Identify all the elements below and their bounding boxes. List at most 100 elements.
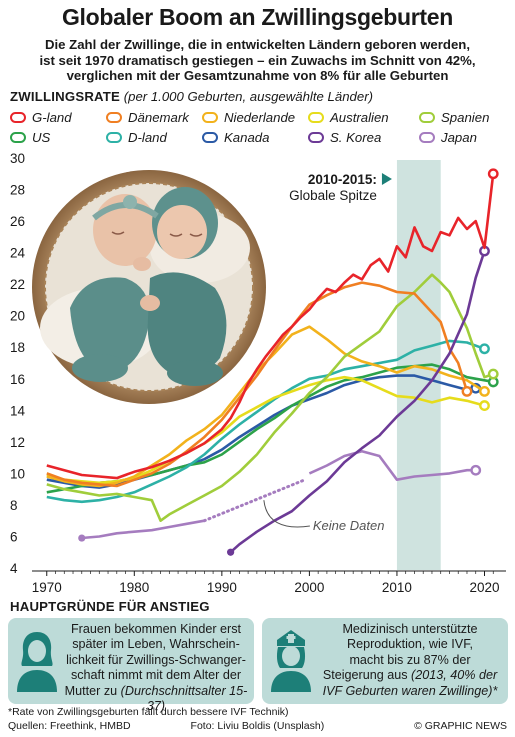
reason-line: IVF Geburten waren Zwillinge)* <box>318 684 502 699</box>
annotations-group: 2010-2015:Globale Spitze Keine Daten <box>263 172 392 533</box>
reason-line-italic: IVF Geburten waren Zwillinge)* <box>322 683 498 698</box>
legend-label: Spanien <box>441 110 490 125</box>
legend-label: G-land <box>32 110 72 125</box>
reason-line-plain: Steigerung aus <box>322 668 412 683</box>
page-title: Globaler Boom an Zwillingsgeburten <box>61 4 454 30</box>
series-end-point-dland <box>479 343 490 355</box>
series-end-point-gland <box>487 168 499 180</box>
copyright-credit: © GRAPHIC NEWS <box>414 720 507 732</box>
x-tick-label: 2020 <box>469 580 499 595</box>
chart-legend: G-land Dänemark Niederlande Australien Spani… <box>10 110 515 150</box>
highlight-label-bold: 2010-2015: <box>308 172 377 187</box>
x-tick-label: 2000 <box>294 580 324 595</box>
y-tick-label: 16 <box>10 372 25 387</box>
y-tick-label: 18 <box>10 340 25 355</box>
series-line-spanien <box>46 273 494 522</box>
series-line-japan <box>81 519 205 540</box>
legend-swatch <box>202 132 218 143</box>
legend-swatch <box>106 132 122 143</box>
woman-icon <box>17 632 57 692</box>
x-tick-label: 1980 <box>119 580 149 595</box>
legend-item: Kanada <box>202 130 269 145</box>
legend-item: US <box>10 130 50 145</box>
x-tick-label: 1970 <box>32 580 62 595</box>
legend-item: D-land <box>106 130 167 145</box>
y-tick-label: 28 <box>10 183 25 198</box>
subtitle-line: ist seit 1970 dramatisch gestiegen – ein… <box>39 52 476 68</box>
twin-babies-photo <box>30 168 268 406</box>
footnote: *Rate von Zwillingsgeburten fällt durch … <box>8 706 289 718</box>
legend-item: Spanien <box>419 110 489 125</box>
series-gap-japan <box>202 478 307 523</box>
photo-credit: Foto: Liviu Boldis (Unsplash) <box>190 720 325 732</box>
legend-label: Australien <box>330 110 389 125</box>
legend-label: Niederlande <box>224 110 296 125</box>
series-end-point-dnemark <box>461 385 473 397</box>
series-end-point-australien <box>479 400 490 411</box>
y-tick-label: 30 <box>10 151 25 166</box>
x-tick-label: 2010 <box>382 580 412 595</box>
legend-item: Dänemark <box>106 110 189 125</box>
reason-text-ivf: Medizinisch unterstützte Reproduktion, w… <box>318 622 502 699</box>
series-start-point-japan <box>78 534 86 542</box>
y-tick-label: 26 <box>10 214 25 229</box>
sources-text: Quellen: Freethink, HMBD <box>8 720 131 732</box>
y-tick-label: 4 <box>10 561 18 576</box>
reason-panel-age: Frauen bekommen Kinder erst später im Le… <box>8 618 254 713</box>
legend-swatch <box>308 132 324 143</box>
no-data-leader <box>263 500 310 528</box>
no-data-label: Keine Daten <box>313 518 385 533</box>
legend-label: D-land <box>128 130 167 145</box>
legend-swatch <box>10 132 26 143</box>
legend-item: Australien <box>308 110 389 125</box>
y-tick-label: 8 <box>10 498 18 513</box>
series-end-point-japan <box>470 464 482 476</box>
legend-swatch <box>202 112 218 123</box>
subtitle-line: Die Zahl der Zwillinge, die in entwickel… <box>44 37 470 52</box>
legend-item: Japan <box>419 130 477 145</box>
reason-panel-ivf: Medizinisch unterstützte Reproduktion, w… <box>262 618 508 704</box>
reason-line-italic: (Durchschnittsalter 15-37) <box>120 683 248 714</box>
legend-item: S. Korea <box>308 130 381 145</box>
reason-line-plain: Mutter zu <box>64 683 121 698</box>
reason-line: lichkeit für Zwillings-Schwanger- <box>66 652 246 667</box>
y-tick-label: 10 <box>10 466 25 481</box>
reason-text-age: Frauen bekommen Kinder erst später im Le… <box>64 622 248 714</box>
legend-label: Kanada <box>224 130 270 145</box>
series-end-point-niederlande <box>479 385 490 397</box>
series-line-gland <box>46 173 495 480</box>
y-tick-label: 24 <box>10 246 26 261</box>
chart-ylabel-italic: (per 1.000 Geburten, ausgewählte Länder) <box>123 89 373 104</box>
nurse-icon <box>271 630 311 692</box>
series-start-point-skorea <box>227 548 235 556</box>
reason-line: Frauen bekommen Kinder erst <box>70 622 242 636</box>
reason-line: Mutter zu (Durchschnittsalter 15-37) <box>64 684 248 715</box>
legend-label: S. Korea <box>330 130 382 145</box>
legend-item: Niederlande <box>202 110 295 125</box>
legend-swatch <box>10 112 26 123</box>
legend-swatch <box>419 112 435 123</box>
sources: Quellen: Freethink, HMBD Foto: Liviu Bold… <box>8 720 324 732</box>
x-tick-label: 1990 <box>207 580 237 595</box>
reasons-title: HAUPTGRÜNDE FÜR ANSTIEG <box>10 599 210 614</box>
series-line-japan <box>308 450 476 481</box>
legend-label: Japan <box>441 130 477 145</box>
legend-label: US <box>32 130 51 145</box>
y-tick-label: 22 <box>10 277 25 292</box>
series-line-skorea <box>229 250 486 554</box>
y-tick-label: 20 <box>10 309 25 324</box>
reason-line: Reproduktion, wie IVF, <box>347 637 473 652</box>
highlight-label: Globale Spitze <box>289 188 377 203</box>
axes-group: 4 6 8 10 12 14 16 18 20 22 24 26 28 30 1970 1980 1990 200… <box>10 151 506 595</box>
series-group <box>46 168 499 556</box>
legend-item: G-land <box>10 110 72 125</box>
subtitle: Die Zahl der Zwillinge, die in entwickel… <box>10 37 505 84</box>
chart-ylabel-bold: ZWILLINGSRATE <box>10 89 121 104</box>
y-tick-label: 6 <box>10 529 18 544</box>
series-line-dland <box>46 339 485 504</box>
reason-line: Steigerung aus (2013, 40% der <box>318 668 502 683</box>
reason-line: Medizinisch unterstützte <box>342 622 478 636</box>
reason-line-italic: (2013, 40% der <box>411 668 498 683</box>
subtitle-line: verglichen mit der Gesamtzunahme von 8% … <box>66 68 449 83</box>
y-tick-label: 14 <box>10 403 26 418</box>
